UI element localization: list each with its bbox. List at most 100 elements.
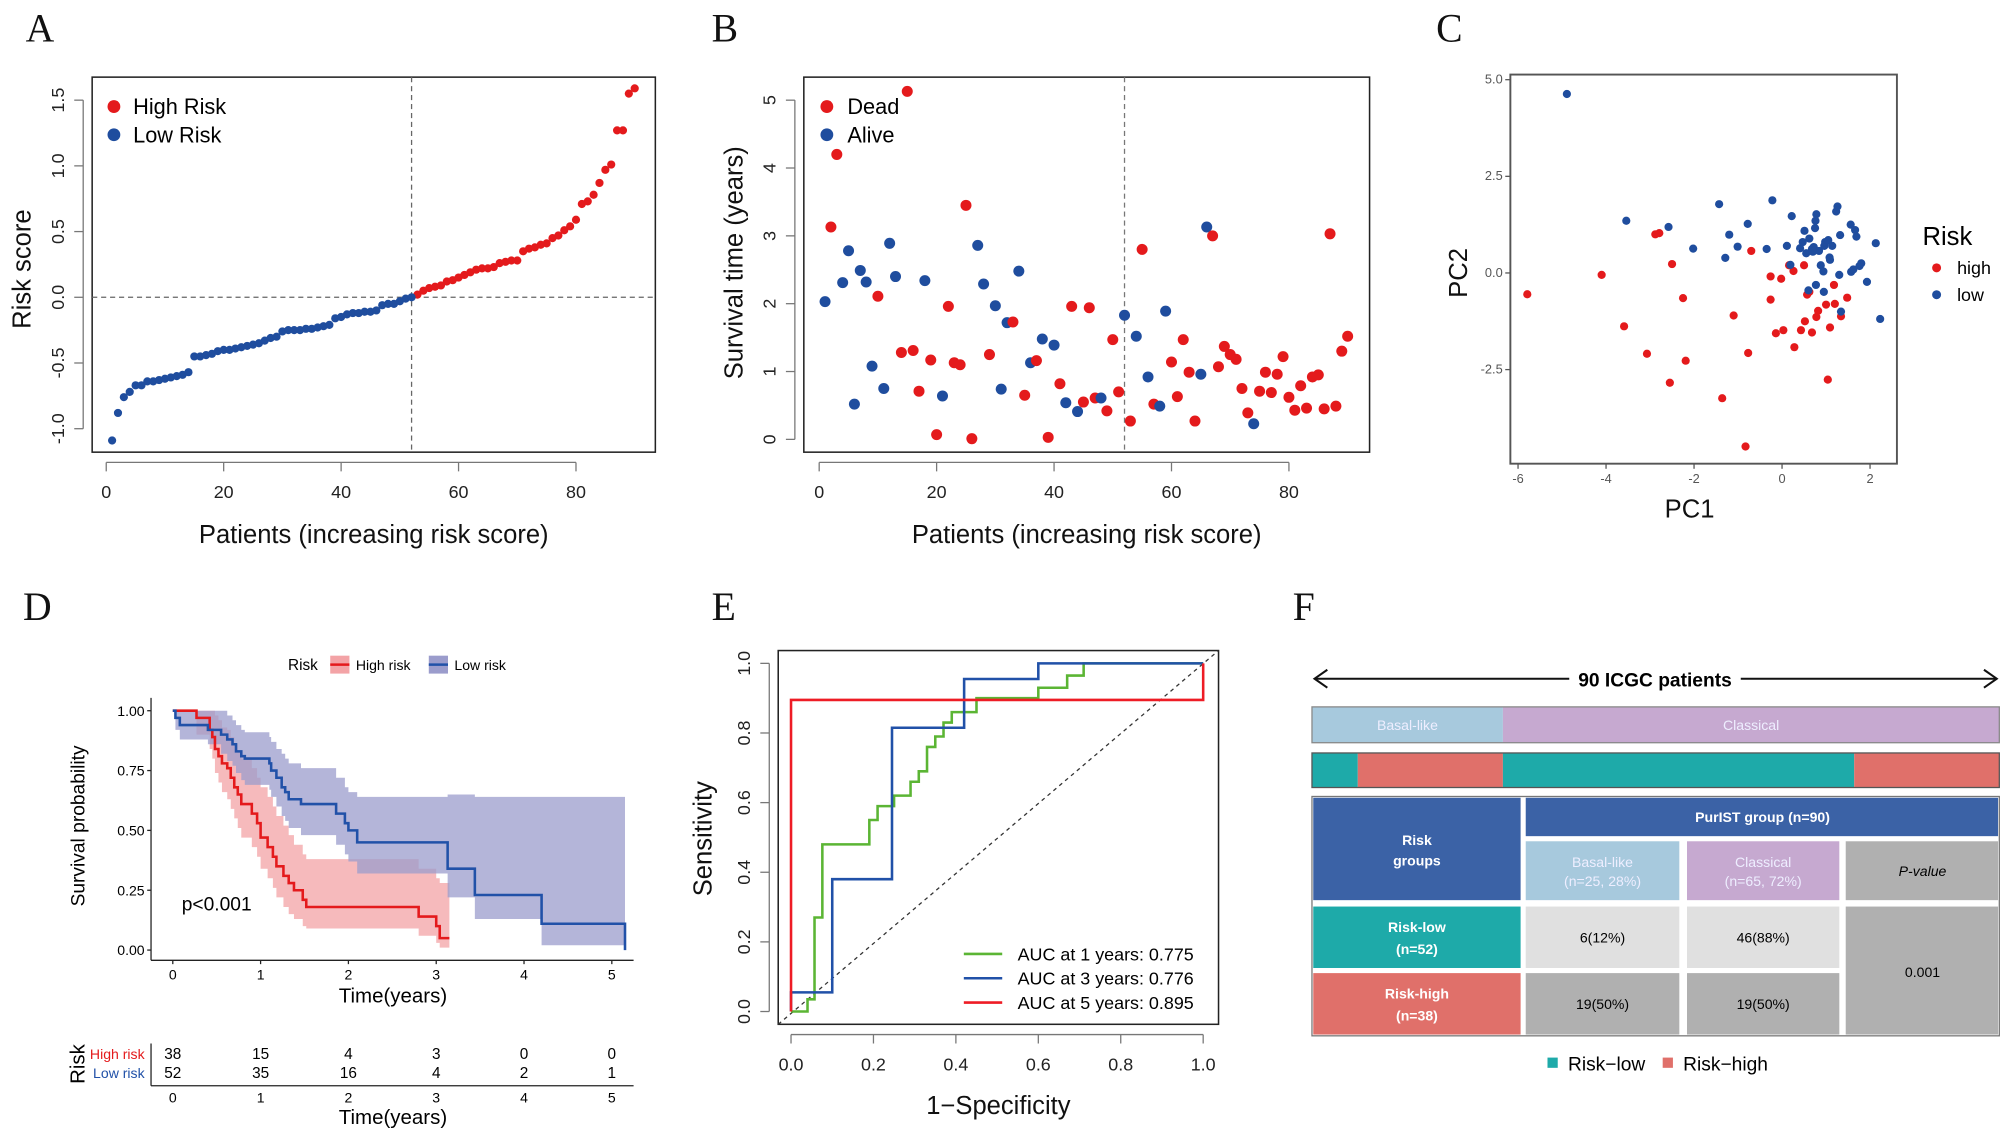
y-tick-label: 4: [760, 163, 780, 173]
patient-point: [866, 360, 878, 372]
pca-point: [1790, 343, 1799, 352]
patient-point: [1113, 386, 1125, 398]
pca-point: [1562, 89, 1571, 99]
x-tick-label: 3: [432, 967, 440, 983]
pca-point: [1824, 236, 1833, 245]
patient-point: [983, 349, 995, 361]
patient-point: [837, 277, 849, 289]
patient-point: [843, 245, 855, 257]
patient-point: [1083, 302, 1095, 314]
legend-marker: [820, 100, 834, 113]
at-risk-count: 1: [608, 1065, 617, 1082]
pca-point: [1798, 237, 1807, 247]
patient-point: [1195, 368, 1207, 380]
patient-point: [1277, 351, 1289, 363]
legend-swatch: [1662, 1057, 1673, 1068]
pca-point: [1819, 287, 1828, 297]
pca-point: [1789, 266, 1798, 276]
risk-point: [125, 387, 134, 397]
legend-marker: [1932, 290, 1942, 300]
x-tick-label: 0: [1778, 471, 1785, 486]
pca-point: [1833, 202, 1842, 211]
panel-f-purist-table: 90 ICGC patients Basal-like Classical Risk g…: [1311, 665, 2000, 1075]
y-tick-label: 1.0: [48, 153, 68, 178]
panel-label-c: C: [1436, 6, 1462, 50]
x-tick-label: 0.8: [1108, 1054, 1133, 1074]
pca-point: [1786, 260, 1795, 269]
risk-point: [618, 126, 628, 135]
x-axis-title: Patients (increasing risk score): [199, 521, 549, 549]
risk-point: [507, 256, 516, 265]
risk-table-x-tick-label: 5: [608, 1089, 616, 1105]
patient-point: [819, 296, 831, 308]
patient-point: [1183, 366, 1195, 378]
patient-point: [895, 347, 907, 359]
risk-point: [108, 436, 117, 445]
patient-point: [966, 433, 978, 445]
patient-point: [954, 359, 966, 371]
patient-point: [884, 237, 896, 249]
km-curve: [172, 709, 450, 940]
legend-label: AUC at 3 years: 0.776: [1018, 969, 1194, 989]
risk-table-row-label: Low risk: [93, 1065, 146, 1081]
p-value-annotation: p<0.001: [182, 894, 252, 915]
patient-point: [1236, 382, 1248, 394]
y-tick-label: 3: [760, 231, 780, 241]
patient-point: [1019, 389, 1031, 401]
pca-point: [1808, 247, 1817, 256]
corner-label: Risk: [1402, 832, 1432, 848]
risk-point: [184, 368, 193, 377]
panel-d-km-plot: 1.00 0.75 0.50 0.25 0.00 0 1 2 3 4 5 Time(years) Sur…: [66, 655, 634, 1129]
risk-point: [601, 165, 610, 174]
patient-point: [931, 429, 943, 441]
arrow-label-bg: [1569, 665, 1741, 692]
cell-value: 6(12%): [1580, 929, 1625, 945]
pca-point: [1768, 196, 1777, 205]
pca-point: [1741, 442, 1750, 451]
legend-label: high: [1957, 258, 1991, 278]
patient-point: [860, 276, 872, 288]
pca-point: [1836, 307, 1846, 316]
patient-point: [942, 300, 954, 312]
y-tick-label: 5.0: [1485, 72, 1503, 87]
x-tick-label: 60: [1162, 482, 1182, 502]
legend-label: Low risk: [454, 657, 507, 673]
risk-point: [113, 408, 123, 418]
patient-point: [1283, 391, 1295, 403]
pca-point: [1828, 241, 1837, 251]
risk-point: [571, 215, 581, 224]
risk-point: [566, 222, 575, 231]
y-tick-label: 0.2: [734, 929, 754, 954]
panel-label-e: E: [712, 585, 736, 629]
at-risk-count: 4: [432, 1065, 441, 1082]
risk-point: [612, 126, 622, 135]
pca-point: [1718, 394, 1727, 403]
risk-table-x-tick-label: 0: [169, 1089, 177, 1105]
legend-label: Risk−high: [1683, 1054, 1768, 1075]
patient-point: [1060, 397, 1072, 409]
risk-segment: [1357, 752, 1503, 788]
patient-point: [1336, 345, 1348, 357]
pca-point: [1766, 295, 1775, 304]
patient-point: [1072, 406, 1084, 418]
risk-point: [607, 160, 616, 169]
y-tick-label: -0.5: [48, 348, 68, 379]
x-tick-label: 4: [520, 967, 528, 983]
pca-point: [1664, 222, 1673, 232]
patient-point: [1177, 334, 1189, 346]
x-tick-label: 80: [1279, 482, 1299, 502]
pca-point: [1725, 230, 1734, 239]
y-tick-label: 0.0: [48, 285, 68, 310]
x-axis-title: 1−Specificity: [926, 1092, 1071, 1120]
risk-point: [513, 256, 522, 265]
patient-point: [1124, 415, 1136, 427]
column-header-cell: [1525, 841, 1680, 901]
risk-point: [190, 352, 199, 361]
x-tick-label: 0.0: [779, 1054, 804, 1074]
at-risk-count: 38: [164, 1046, 181, 1063]
patient-point: [901, 85, 913, 97]
patient-point: [989, 300, 1001, 312]
y-tick-label: 1.00: [117, 703, 145, 719]
arrow-left-icon: [1312, 668, 1328, 689]
patient-point: [1318, 403, 1330, 415]
